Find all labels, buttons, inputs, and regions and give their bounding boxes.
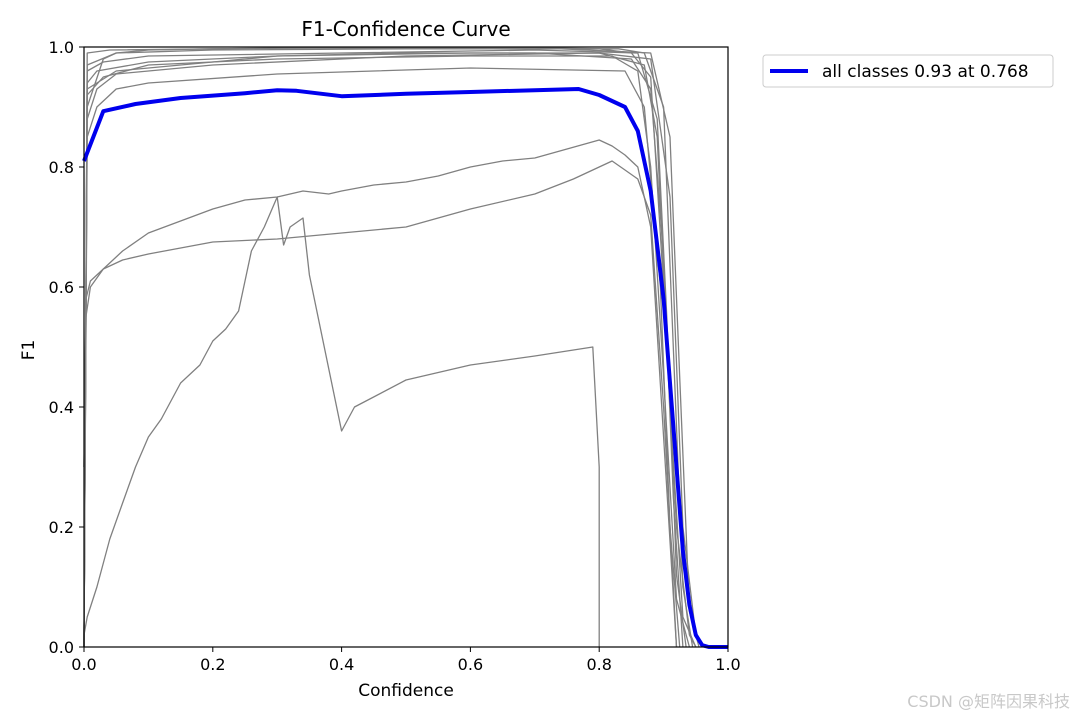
plot-area <box>82 46 729 649</box>
x-tick-label: 0.6 <box>458 655 483 674</box>
series-line-class-k <box>83 160 678 648</box>
series-line-class-h <box>83 46 700 648</box>
series-line-class-l <box>83 196 600 647</box>
y-axis-ticks: 0.0 0.2 0.4 0.6 0.8 1.0 <box>49 38 84 657</box>
series-line-class-j <box>83 139 678 648</box>
x-tick-label: 0.0 <box>71 655 96 674</box>
series-layer <box>82 46 728 649</box>
y-axis-label: F1 <box>19 340 39 361</box>
y-tick-label: 0.6 <box>49 278 74 297</box>
y-tick-label: 0.8 <box>49 158 74 177</box>
series-line-class-f <box>83 67 681 648</box>
legend: all classes 0.93 at 0.768 <box>762 54 1054 88</box>
series-line-class-i <box>83 52 684 648</box>
y-tick-label: 0.2 <box>49 518 74 537</box>
x-axis-ticks: 0.0 0.2 0.4 0.6 0.8 1.0 <box>71 647 741 674</box>
x-tick-label: 0.4 <box>329 655 354 674</box>
y-tick-label: 1.0 <box>49 38 74 57</box>
axes-frame <box>83 46 729 648</box>
series-line-all-classes <box>82 87 728 649</box>
y-tick-label: 0.0 <box>49 638 74 657</box>
series-line-class-e <box>83 48 694 648</box>
legend-label-all-classes: all classes 0.93 at 0.768 <box>822 62 1029 82</box>
x-tick-label: 1.0 <box>715 655 740 674</box>
legend-box <box>762 54 1054 88</box>
x-tick-label: 0.2 <box>200 655 225 674</box>
watermark: CSDN @矩阵因果科技 <box>907 692 1070 711</box>
chart-title: F1-Confidence Curve <box>301 17 510 41</box>
y-tick-label: 0.4 <box>49 398 74 417</box>
x-tick-label: 0.8 <box>586 655 611 674</box>
x-axis-label: Confidence <box>358 681 454 701</box>
